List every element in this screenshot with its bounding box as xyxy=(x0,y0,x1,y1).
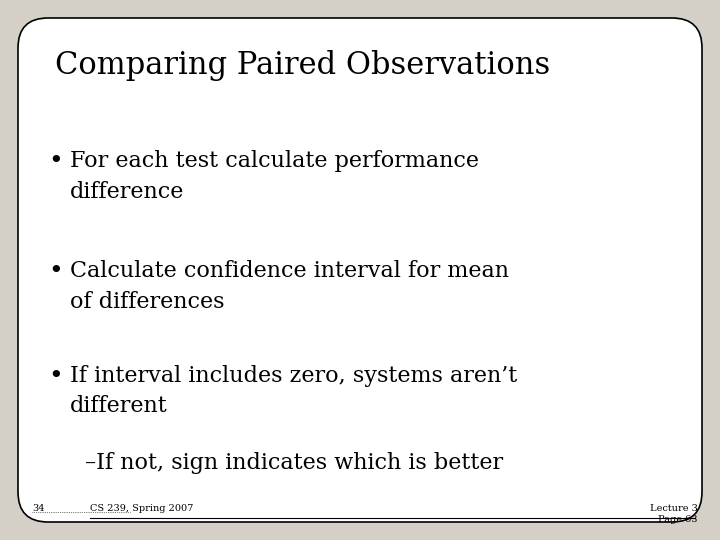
Text: •: • xyxy=(48,365,63,388)
Text: 34: 34 xyxy=(32,504,45,513)
Text: For each test calculate performance
difference: For each test calculate performance diff… xyxy=(70,150,479,202)
Text: •: • xyxy=(48,260,63,283)
Text: Comparing Paired Observations: Comparing Paired Observations xyxy=(55,50,550,81)
Text: •: • xyxy=(48,150,63,173)
Text: CS 239, Spring 2007: CS 239, Spring 2007 xyxy=(90,504,194,513)
Text: If interval includes zero, systems aren’t
different: If interval includes zero, systems aren’… xyxy=(70,365,517,417)
Text: Calculate confidence interval for mean
of differences: Calculate confidence interval for mean o… xyxy=(70,260,509,313)
Text: Lecture 3
Page 63: Lecture 3 Page 63 xyxy=(650,504,698,524)
FancyBboxPatch shape xyxy=(18,18,702,522)
Text: –If not, sign indicates which is better: –If not, sign indicates which is better xyxy=(85,452,503,474)
